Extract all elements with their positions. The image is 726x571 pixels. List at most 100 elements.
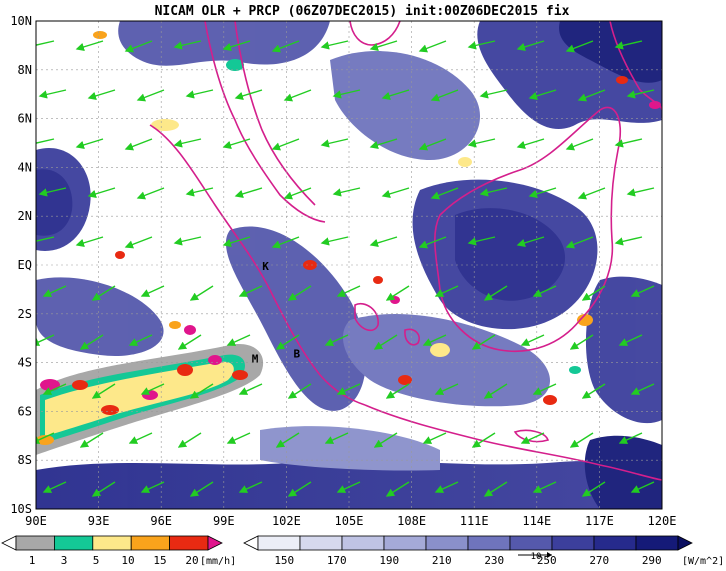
lat-tick-label: 10N (10, 14, 32, 28)
wind-arrow (516, 236, 545, 247)
wind-arrow (38, 89, 67, 99)
place-label: K (262, 260, 269, 273)
olr-colorbar-segment (509, 535, 553, 551)
wind-arrow (324, 334, 349, 346)
wind-arrow (124, 40, 153, 53)
wind-arrow (467, 236, 496, 246)
olr-colorbar-segment (341, 535, 385, 551)
olr-cloud-borneo-core (455, 208, 566, 301)
wind-arrow (42, 383, 67, 395)
olr-band-south (36, 460, 662, 509)
wind-arrow (238, 285, 263, 297)
olr-cloud-se (584, 435, 662, 509)
prcp-cell-ne-1 (616, 76, 628, 84)
wind-arrow (422, 334, 447, 346)
wind-arrow (320, 236, 349, 246)
prcp-cell-nw-2 (93, 31, 107, 39)
wind-arrow (520, 334, 545, 346)
olr-colorbar-segment (635, 535, 679, 551)
wind-arrow (336, 481, 361, 493)
wind-arrow (483, 285, 508, 301)
wind-arrow (532, 285, 557, 297)
wind-arrow (614, 236, 643, 246)
wind-arrow (581, 383, 606, 399)
wind-arrow (630, 285, 655, 297)
wind-arrow (36, 334, 55, 346)
wind-arrow (565, 138, 594, 151)
olr-cloud-southwest (36, 277, 164, 356)
lon-tick-label: 105E (335, 514, 364, 528)
wind-arrow (418, 138, 447, 151)
prcp-colorbar-tick-label: 1 (29, 554, 36, 567)
wind-arrow (271, 40, 300, 53)
wind-arrow (226, 334, 251, 346)
wind-arrow (626, 187, 655, 197)
lat-tick-label: 4N (18, 160, 32, 174)
wind-arrow (434, 383, 459, 395)
place-label: B (294, 348, 301, 361)
wind-arrow (471, 334, 496, 350)
wind-arrow (369, 40, 398, 51)
wind-arrow (385, 285, 410, 301)
wind-arrow (222, 236, 251, 247)
prcp-cell-n-1 (458, 157, 472, 167)
wind-arrow (287, 481, 312, 497)
prcp-colorbar-segment (169, 535, 209, 551)
lat-tick-label: 2N (18, 209, 32, 223)
wind-arrow (434, 481, 459, 493)
wind-arrow (177, 334, 202, 350)
prcp-cell-c-5 (398, 375, 412, 385)
wind-arrow (373, 432, 398, 448)
prcp-colorbar: 1 3 5 10 15 20 [mm/h] (1, 535, 236, 567)
lon-tick-label: 93E (88, 514, 110, 528)
wind-arrow (234, 89, 263, 100)
olr-colorbar-segment (593, 535, 637, 551)
wind-arrow (332, 89, 361, 99)
lat-tick-label: EQ (18, 258, 32, 272)
wind-arrow (128, 432, 153, 444)
wind-arrow (385, 383, 410, 399)
prcp-cell-c-1 (303, 260, 317, 270)
coast-ne-borneo (609, 21, 662, 111)
lat-tick-label: 6N (18, 112, 32, 126)
wind-arrow (516, 40, 545, 51)
wind-arrow (528, 89, 557, 100)
lon-tick-label: 90E (25, 514, 47, 528)
wind-arrow (140, 383, 165, 395)
lon-axis-labels: 90E 93E 96E 99E 102E 105E 108E 111E 114E 117E 120E (25, 514, 676, 528)
olr-colorbar-segment (257, 535, 301, 551)
wind-arrow (373, 334, 398, 350)
prcp-cell-c-4 (430, 343, 450, 357)
wind-arrow (630, 481, 655, 493)
olr-cloud-south-central (260, 426, 440, 471)
prcp-cell-sw-5 (177, 364, 193, 376)
lon-tick-label: 117E (585, 514, 614, 528)
map-panel: K M B (36, 21, 662, 509)
wind-arrow (581, 285, 606, 301)
wind-arrow (614, 40, 643, 50)
olr-colorbar-tick-label: 210 (432, 554, 452, 567)
prcp-colorbar-segment (54, 535, 94, 551)
prcp-cell-sw-6 (208, 355, 222, 365)
wind-arrow (189, 285, 214, 301)
wind-arrow (173, 40, 202, 50)
wind-arrow (275, 432, 300, 448)
wind-arrow (177, 432, 202, 448)
wind-arrow (189, 383, 214, 399)
grid-lines (36, 21, 662, 509)
wind-arrow (75, 138, 104, 149)
olr-cloud-east (585, 276, 662, 424)
prcp-colorbar-tick-label: 15 (153, 554, 166, 567)
olr-colorbar-tick-label: 150 (274, 554, 294, 567)
coast-borneo (434, 106, 622, 352)
wind-arrow (430, 187, 459, 200)
ref-vector-head (547, 552, 552, 558)
wind-arrow (336, 383, 361, 395)
prcp-colorbar-unit: [mm/h] (200, 556, 236, 567)
prcp-cell-sw-8 (232, 370, 248, 380)
wind-arrow (136, 89, 165, 102)
wind-arrow (287, 383, 312, 399)
olr-colorbar-tick-label: 230 (484, 554, 504, 567)
lon-tick-label: 96E (150, 514, 172, 528)
